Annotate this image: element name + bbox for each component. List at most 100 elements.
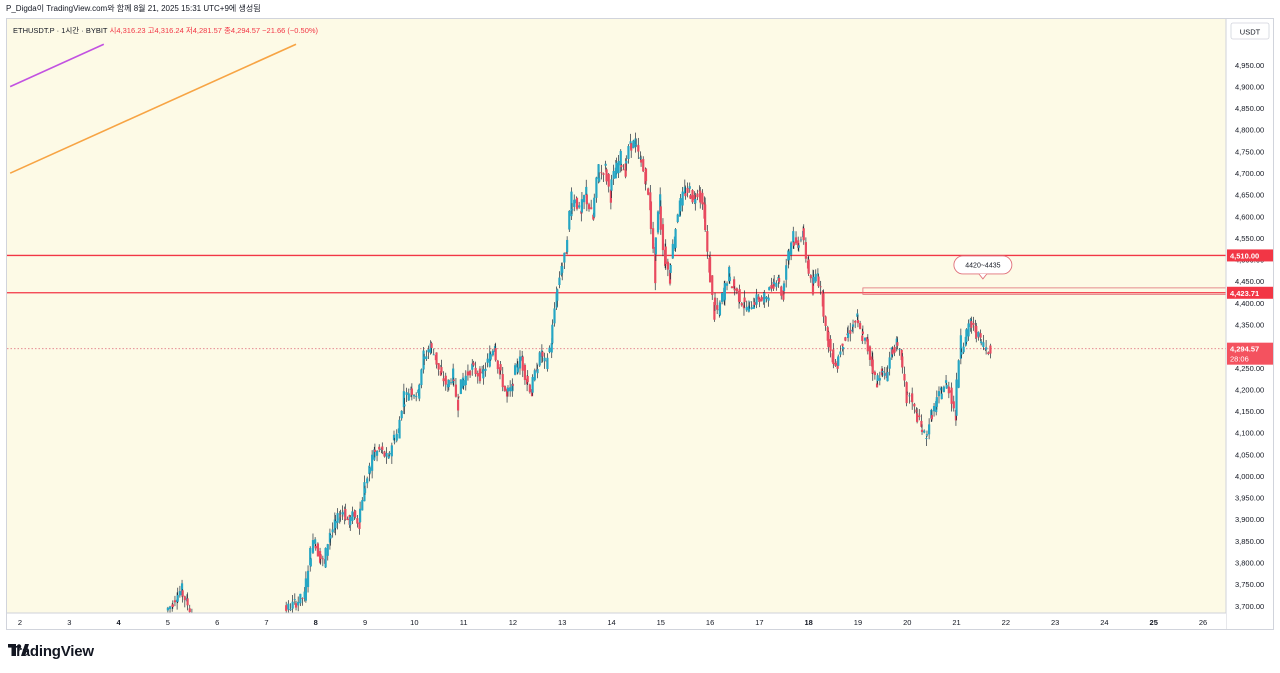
candle-up [366,478,369,484]
y-tick-label: 4,950.00 [1235,61,1264,70]
candle-up [373,449,376,460]
candle-up [359,508,362,523]
candle-up [462,380,465,386]
candle-up [518,356,522,369]
candle-up [932,406,936,412]
candle-down [476,373,479,377]
candle-down [733,288,736,291]
x-tick-label: 23 [1051,618,1059,627]
candle-down [457,396,460,398]
candle-up [745,307,748,311]
candle-down [575,197,579,209]
candle-up [427,349,430,353]
trend-line-orange [9,43,297,174]
candle-up [486,358,489,363]
candle-down [873,371,877,375]
candle-up [393,441,396,443]
candle-down [772,281,775,289]
candle-down [294,603,298,608]
candle-up [799,239,803,241]
candle-up [511,384,514,392]
candle-up [837,356,840,366]
candle-up [881,371,884,373]
candle-up [388,453,391,455]
candle-up [558,277,561,286]
candle-up [488,353,491,367]
candle-up [551,324,554,344]
candle-up [597,164,600,179]
currency-unit-label: USDT [1240,28,1261,37]
candle-up [965,329,968,342]
candle-down [649,201,653,229]
candle-up [940,387,943,391]
candle-up [982,342,985,347]
candle-up [351,511,354,521]
candle-up [656,211,660,233]
candle-down [472,362,475,366]
y-tick-label: 4,800.00 [1235,126,1264,135]
candle-up [309,548,312,566]
candle-down [605,169,608,182]
y-tick-label: 4,250.00 [1235,364,1264,373]
candle-down [188,608,191,613]
candle-down [713,297,717,306]
candle-down [609,189,612,203]
x-tick-label: 7 [264,618,268,627]
candle-down [989,345,992,354]
x-tick-label: 21 [952,618,960,627]
candle-up [334,521,337,529]
candle-up [395,433,398,441]
candle-up [338,518,341,520]
candle-down [637,145,640,152]
candle-down [829,338,832,352]
candle-down [824,316,827,326]
candle-down [916,413,919,422]
candle-down [454,384,458,397]
candle-down [947,386,950,394]
chart-frame[interactable]: USDT 4,950.00 4,900.00 4,850.00 4,800.00 4,75… [6,18,1274,630]
candle-down [439,370,442,376]
candle-down [822,293,825,317]
candle-down [753,302,756,306]
countdown-label: 28:06 [1230,355,1249,364]
candle-down [173,600,177,603]
candle-down [354,510,357,518]
last-price-tag [1227,342,1273,365]
x-tick-label: 13 [558,618,566,627]
candle-down [590,207,593,210]
candle-up [856,313,859,317]
candle-up [595,177,598,198]
candle-up [361,500,364,511]
candle-down [630,143,633,151]
candle-up [491,350,494,356]
candle-down [496,360,499,370]
candle-up [962,346,965,353]
candle-up [960,352,963,355]
candle-up [876,375,879,381]
candle-up [509,387,512,392]
candle-up [683,187,686,195]
candle-down [704,204,707,231]
candle-up [403,404,406,407]
candle-down [854,321,857,323]
candle-up [405,392,408,395]
candle-down [181,590,184,597]
candle-up [178,591,181,596]
candle-down [651,228,655,249]
candle-up [797,245,800,248]
price-chart[interactable]: USDT 4,950.00 4,900.00 4,850.00 4,800.00 4,75… [7,19,1274,630]
candle-up [513,365,517,375]
candle-down [905,382,908,404]
candle-down [344,508,347,520]
candle-up [763,292,766,303]
candle-up [471,363,474,370]
candle-down [444,375,447,385]
x-tick-label: 22 [1002,618,1010,627]
candle-up [937,391,941,397]
candle-down [587,204,591,210]
x-tick-label: 25 [1150,618,1158,627]
y-tick-label: 4,050.00 [1235,450,1264,459]
candle-up [329,535,332,539]
x-tick-label: 6 [215,618,219,627]
candle-up [886,371,889,382]
